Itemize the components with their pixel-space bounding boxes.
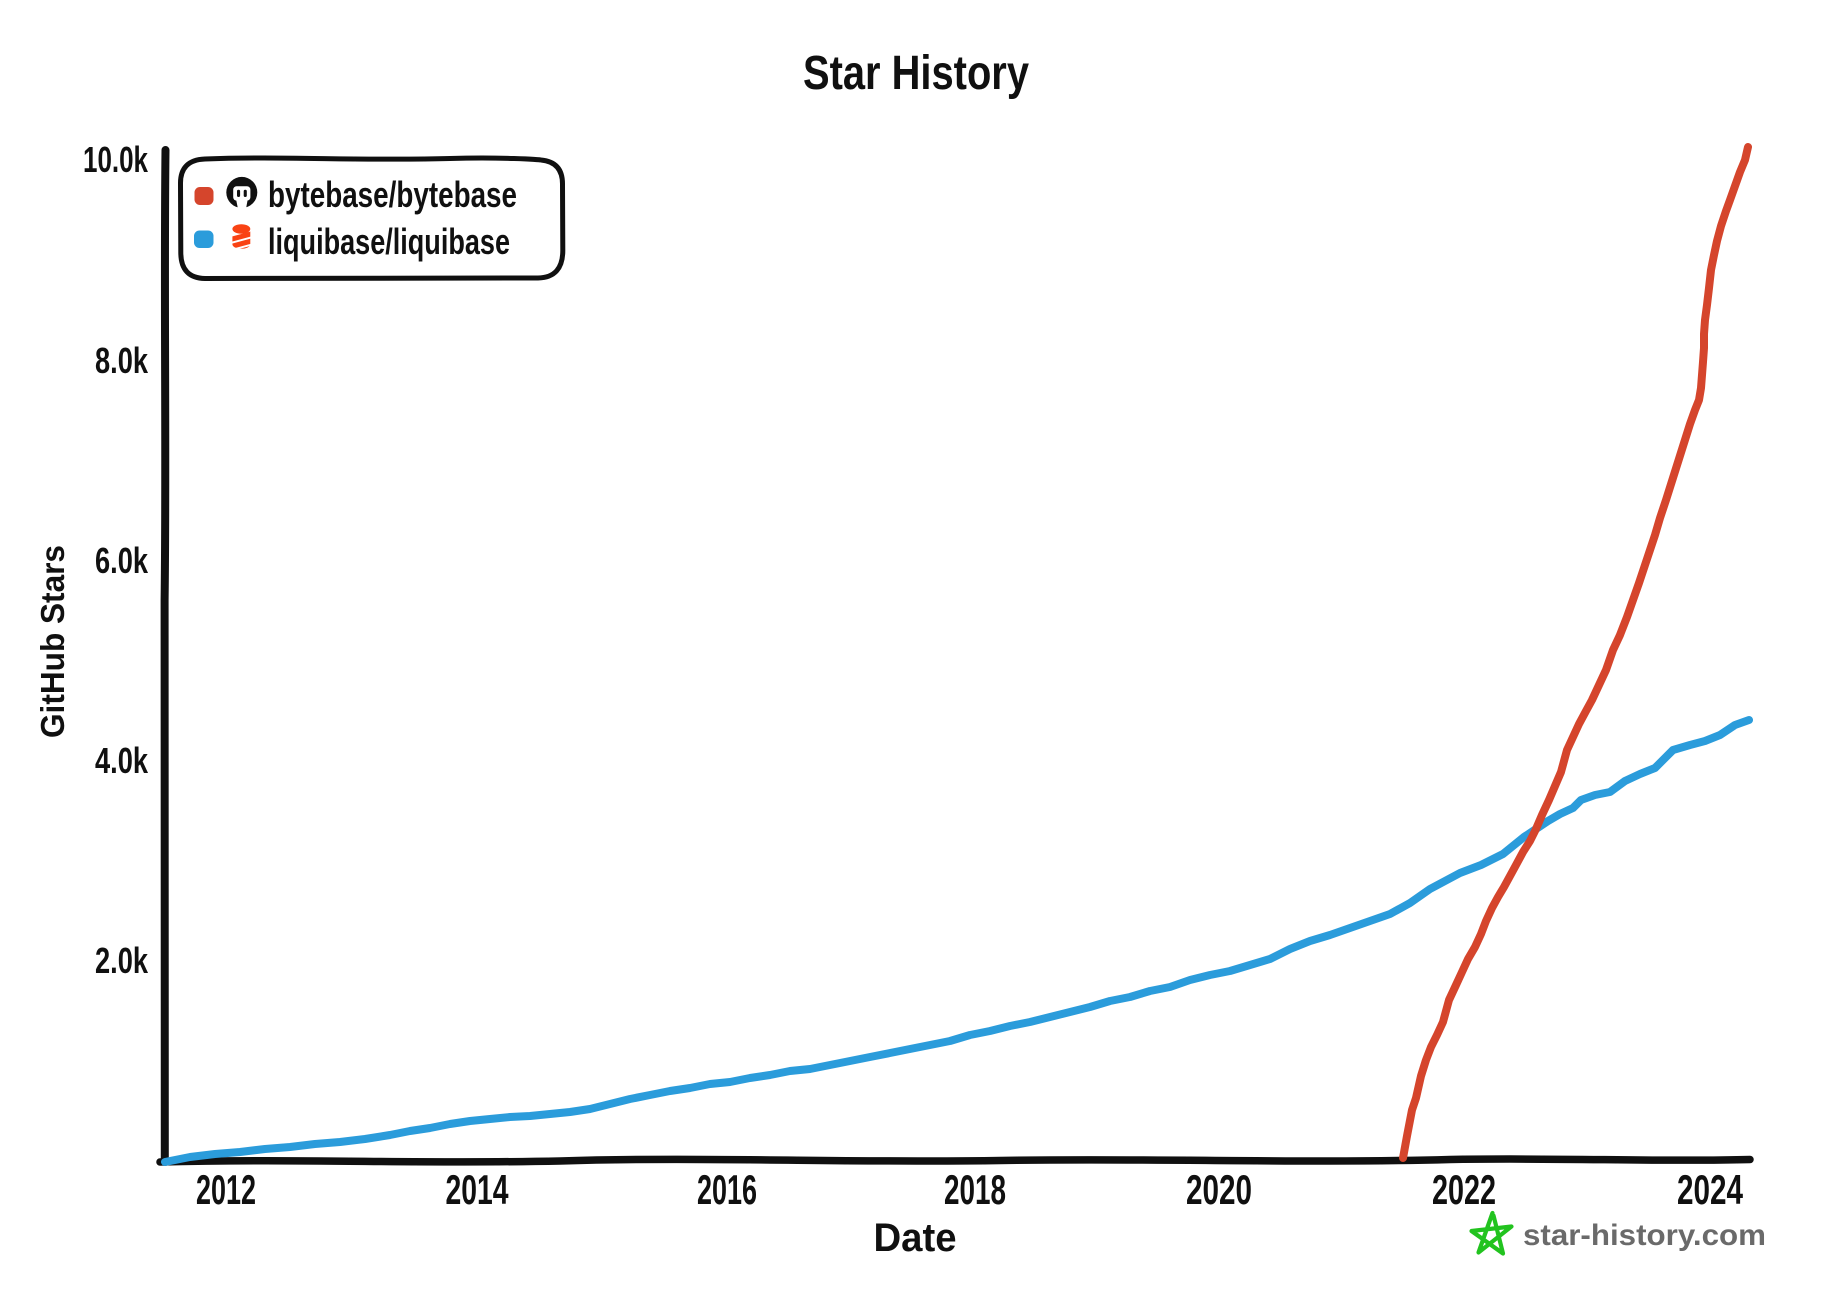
svg-text:Star History: Star History: [803, 47, 1029, 100]
svg-text:liquibase/liquibase: liquibase/liquibase: [268, 221, 510, 262]
svg-text:10.0k: 10.0k: [83, 139, 149, 180]
svg-text:2022: 2022: [1432, 1166, 1496, 1213]
svg-text:2.0k: 2.0k: [95, 940, 149, 981]
svg-text:2024: 2024: [1677, 1166, 1743, 1213]
svg-text:star-history.com: star-history.com: [1523, 1219, 1766, 1252]
svg-text:8.0k: 8.0k: [95, 340, 149, 381]
svg-text:2016: 2016: [697, 1166, 757, 1213]
svg-text:2018: 2018: [944, 1166, 1006, 1213]
svg-text:Date: Date: [874, 1216, 957, 1260]
svg-text:2012: 2012: [196, 1166, 256, 1213]
svg-text:bytebase/bytebase: bytebase/bytebase: [268, 174, 517, 215]
svg-text:2020: 2020: [1186, 1166, 1252, 1213]
svg-text:GitHub Stars: GitHub Stars: [34, 545, 71, 738]
svg-text:2014: 2014: [446, 1166, 509, 1213]
svg-text:4.0k: 4.0k: [95, 740, 149, 781]
svg-text:6.0k: 6.0k: [95, 540, 149, 581]
